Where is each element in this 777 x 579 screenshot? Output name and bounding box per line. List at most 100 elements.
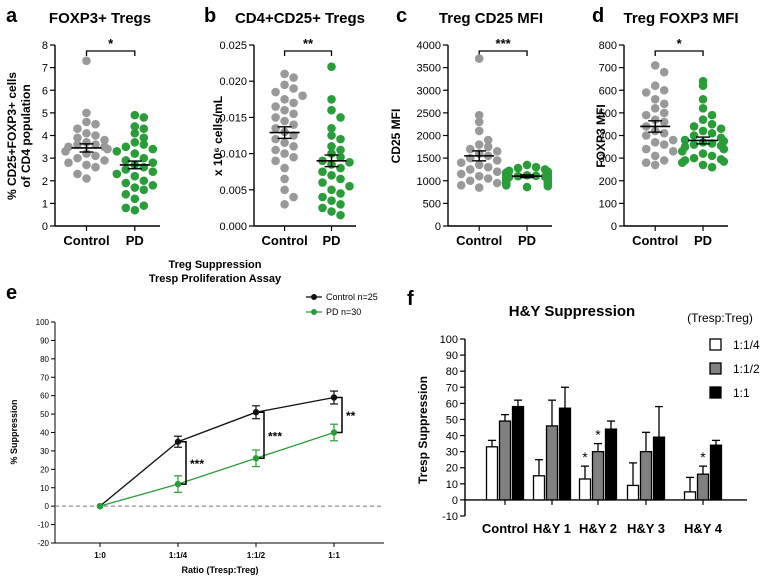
data-point	[474, 110, 484, 120]
y-tick-label: 60	[446, 398, 458, 410]
data-point	[327, 207, 336, 216]
data-point	[707, 128, 717, 138]
data-point	[689, 131, 699, 140]
significance-bracket	[181, 440, 187, 485]
data-point	[103, 144, 112, 154]
data-point	[716, 124, 726, 134]
x-tick-label: H&Y 2	[579, 521, 617, 536]
y-tick-label: 50	[446, 414, 458, 426]
bar	[683, 491, 697, 501]
data-point	[483, 142, 493, 152]
data-point	[336, 134, 345, 144]
data-point	[280, 105, 289, 115]
data-point	[327, 105, 336, 115]
y-tick-label: 0.015	[219, 112, 247, 124]
data-point	[280, 69, 289, 79]
data-point	[465, 165, 475, 174]
y-tick-label: -20	[37, 539, 49, 548]
panel-title: FOXP3+ Tregs	[49, 10, 151, 27]
data-point	[280, 95, 289, 104]
data-point	[96, 502, 104, 510]
y-tick-label: 0.000	[219, 221, 247, 233]
y-tick-label: 30	[40, 447, 49, 456]
series-line	[99, 431, 335, 507]
data-point	[148, 167, 158, 176]
y-tick-label: 2000	[417, 131, 441, 143]
y-tick-label: 90	[446, 350, 458, 362]
data-point	[707, 119, 717, 129]
data-point	[73, 169, 82, 179]
data-point	[130, 205, 140, 215]
y-tick-label: 2500	[417, 108, 441, 120]
data-point	[474, 183, 484, 192]
data-point	[465, 176, 475, 186]
data-point	[650, 81, 660, 91]
significance-label: **	[303, 36, 314, 51]
data-point	[650, 104, 660, 113]
y-axis-label: % Suppression	[9, 399, 19, 464]
data-point	[82, 117, 91, 127]
legend-swatch	[709, 386, 722, 399]
data-point	[336, 199, 345, 209]
y-tick-label: 20	[446, 463, 458, 475]
y-axis-label: Tresp Suppression	[416, 376, 430, 484]
y-tick-label: 0	[42, 221, 48, 233]
data-point	[82, 128, 91, 138]
data-point	[148, 158, 158, 167]
data-point	[280, 199, 289, 209]
data-point	[121, 203, 131, 213]
panel-a: a FOXP3+ Tregs 0 1 2 3 4 5 6 7 8 % CD25+FOXP3+ cell…	[5, 5, 160, 248]
data-point	[707, 110, 717, 120]
y-axis-label: % CD25+FOXP3+ cells	[5, 72, 19, 200]
x-tick-label: PD	[126, 233, 144, 248]
bar	[591, 450, 605, 501]
data-point	[330, 394, 338, 401]
x-tick-label: PD	[322, 233, 340, 248]
data-point	[689, 140, 699, 149]
panel-letter: f	[407, 288, 414, 310]
y-tick-label: 0	[452, 495, 458, 507]
panel-e: e Treg Suppression Tresp Proliferation Ass…	[6, 259, 384, 575]
significance-label: ***	[190, 457, 204, 471]
data-point	[289, 73, 298, 82]
data-point	[336, 113, 345, 122]
panel-letter: b	[204, 5, 216, 27]
panel-letter: e	[6, 282, 17, 304]
y-tick-label: 100	[599, 198, 617, 210]
y-tick-label: 10	[40, 484, 49, 493]
data-point	[327, 171, 336, 180]
y-tick-label: 0	[611, 221, 617, 233]
x-tick-label: PD	[694, 233, 712, 248]
y-tick-label: 0	[45, 502, 50, 511]
data-point	[483, 135, 493, 145]
data-point	[659, 140, 669, 149]
panel-letter: a	[6, 5, 18, 27]
data-point	[280, 174, 289, 184]
data-point	[336, 145, 345, 155]
legend-swatch	[709, 362, 722, 375]
data-point	[522, 160, 532, 170]
legend-swatch	[709, 338, 722, 351]
legend-marker	[311, 309, 317, 315]
data-point	[91, 162, 100, 172]
x-tick-label: Control	[63, 233, 109, 248]
y-tick-label: 3	[42, 153, 48, 165]
panel-d: d Treg FOXP3 MFI 0 100 200 300 400 500 600 700 800…	[592, 5, 739, 248]
data-point	[641, 144, 651, 154]
significance-bracket	[337, 396, 343, 434]
data-point	[100, 156, 109, 165]
data-point	[689, 122, 699, 131]
data-point	[82, 160, 91, 170]
data-point	[707, 162, 717, 172]
y-tick-label: 50	[40, 410, 49, 419]
y-tick-label: -10	[37, 521, 49, 530]
data-point	[677, 158, 687, 167]
data-point	[689, 153, 699, 163]
data-point	[698, 160, 708, 170]
data-point	[641, 131, 651, 140]
data-point	[474, 54, 484, 63]
data-point	[289, 84, 298, 93]
y-tick-label: 80	[40, 355, 49, 364]
data-point	[513, 163, 523, 173]
